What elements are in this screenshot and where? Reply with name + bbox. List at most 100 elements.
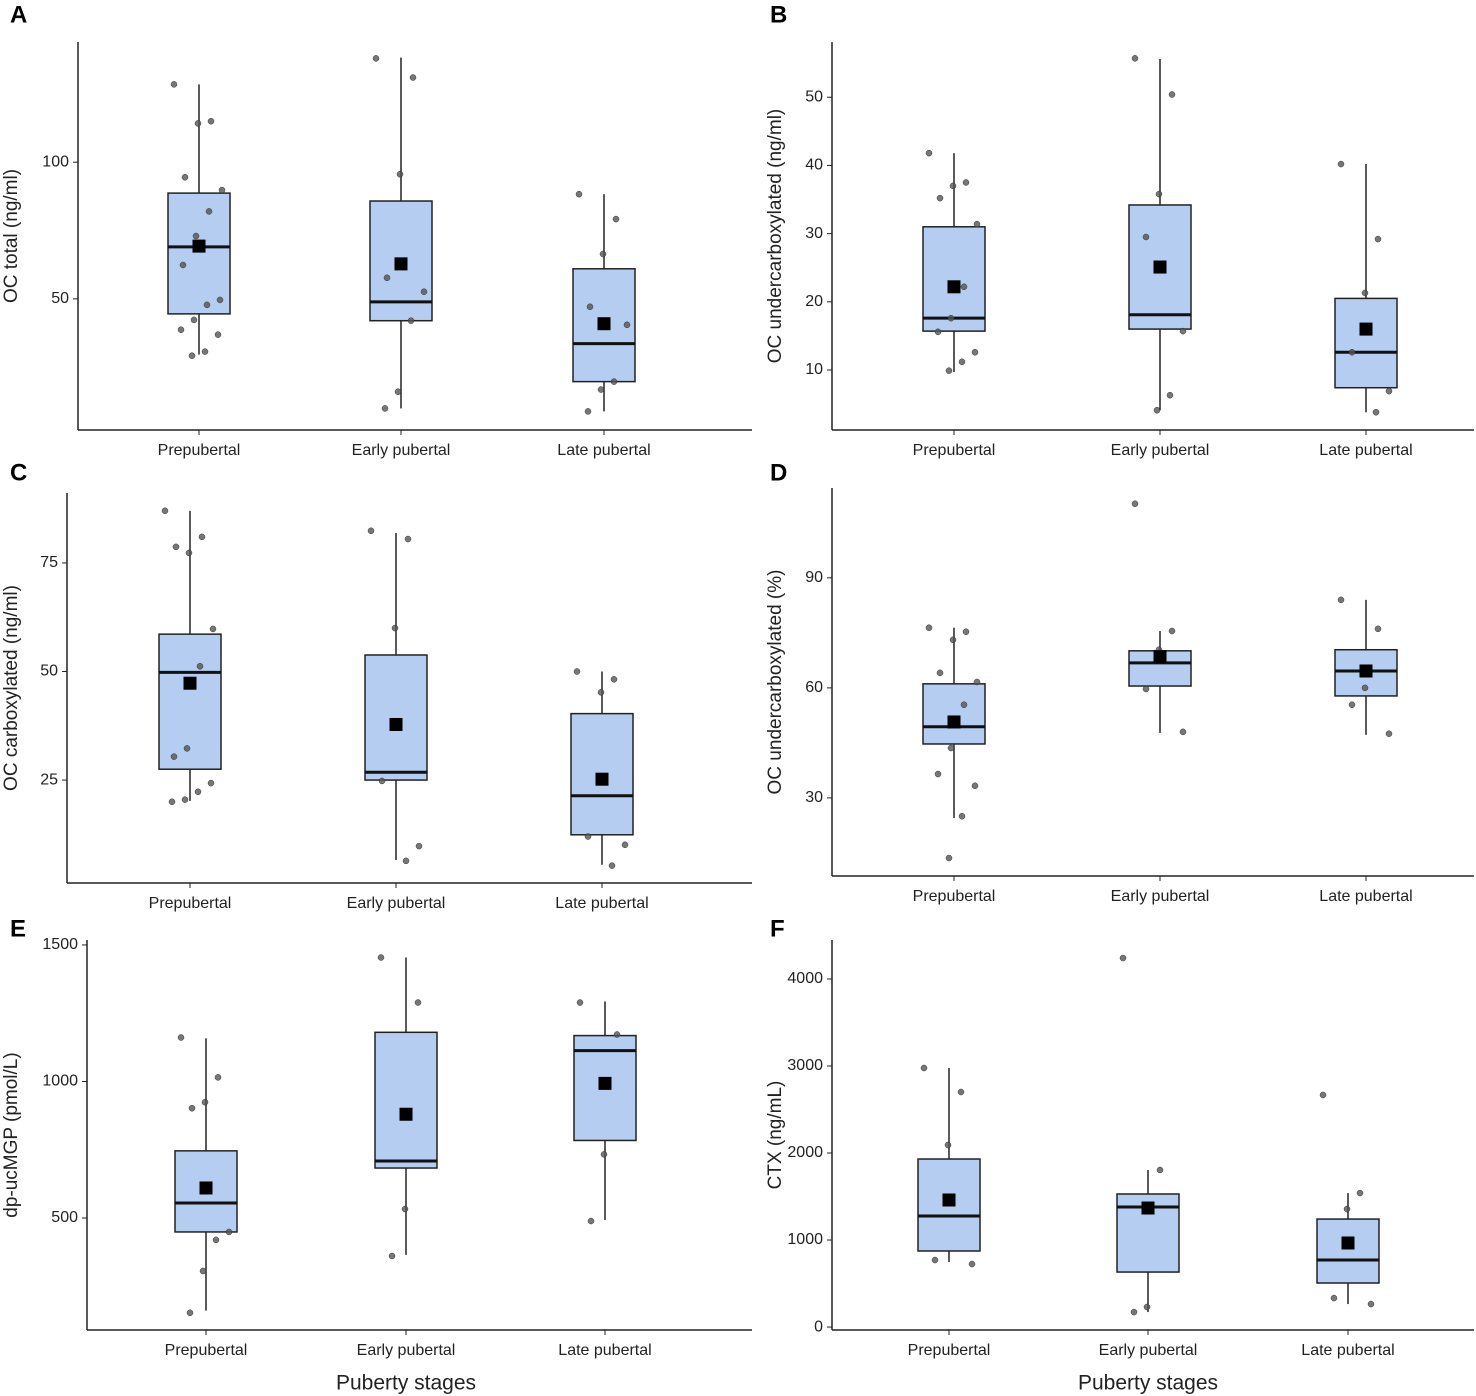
data-point [170, 753, 178, 760]
y-tick-label: 25 [40, 771, 58, 788]
data-point [1367, 1300, 1375, 1308]
data-point [183, 745, 191, 752]
mean [947, 280, 961, 294]
y-tick-label: 0 [814, 1318, 823, 1335]
data-point [407, 317, 415, 324]
y-axis-label: OC carboxylated (ng/ml) [1, 585, 22, 791]
data-point [1168, 627, 1176, 635]
data-point [391, 624, 399, 632]
y-tick-label: 50 [805, 88, 823, 105]
data-point [209, 625, 217, 633]
data-point [420, 288, 428, 295]
data-point [945, 367, 953, 374]
y-tick-label: 10 [805, 361, 823, 378]
mean [947, 715, 961, 729]
data-point [203, 301, 211, 309]
data-point [170, 81, 178, 88]
x-tick-label: Early pubertal [1111, 888, 1210, 905]
data-point [610, 676, 618, 683]
data-point [388, 1252, 396, 1260]
box [1334, 297, 1398, 389]
y-tick-label: 1000 [42, 1073, 78, 1090]
data-point [1361, 684, 1369, 692]
y-axis-label: OC undercarboxylated (ng/ml) [765, 109, 786, 364]
x-tick-label: Late pubertal [1319, 888, 1412, 905]
data-point [949, 182, 957, 190]
data-point [188, 1104, 196, 1112]
y-axis-label: dp-ucMGP (pmol/L) [1, 1052, 22, 1217]
data-point [1155, 190, 1163, 198]
data-point [597, 386, 605, 393]
data-point [1153, 406, 1161, 414]
x-tick-label: Late pubertal [555, 895, 648, 912]
data-point [207, 117, 215, 125]
panel-label: A [10, 1, 27, 28]
data-point [920, 1064, 928, 1072]
data-point [225, 1228, 233, 1236]
data-point [1119, 954, 1127, 962]
data-point [960, 283, 968, 291]
data-point [1142, 233, 1150, 241]
data-point [608, 862, 616, 869]
data-point [575, 190, 583, 198]
box [364, 654, 428, 781]
data-point [205, 208, 213, 215]
mean [1341, 1236, 1355, 1250]
data-point [612, 215, 620, 223]
y-tick-label: 60 [805, 679, 823, 696]
box [374, 1031, 438, 1169]
data-point [1343, 1205, 1351, 1213]
data-point [214, 1074, 222, 1081]
data-point [196, 663, 204, 670]
data-point [613, 1031, 621, 1038]
mean [389, 717, 403, 731]
mean [199, 1181, 213, 1195]
x-axis-label: Puberty stages [1078, 1372, 1218, 1395]
mean [183, 676, 197, 690]
mean [1153, 650, 1167, 664]
panel-label: E [10, 915, 26, 942]
data-point [947, 314, 955, 322]
y-tick-label: 3000 [787, 1057, 823, 1074]
data-point [415, 842, 423, 850]
data-point [584, 833, 592, 840]
data-point [1166, 391, 1174, 399]
data-point [1143, 1303, 1151, 1311]
panel-label: D [770, 459, 787, 486]
data-point [207, 779, 215, 787]
panel-label: F [770, 915, 785, 942]
data-point [599, 250, 607, 258]
data-point [199, 1267, 207, 1275]
data-point [1319, 1091, 1327, 1099]
y-axis-label: CTX (ng/mL) [765, 1081, 786, 1190]
y-axis-label: OC total (ng/ml) [1, 169, 22, 303]
box [158, 633, 222, 770]
data-point [931, 1256, 939, 1264]
box [167, 192, 231, 315]
data-point [1130, 1308, 1138, 1316]
box [922, 683, 986, 745]
box [922, 226, 986, 332]
data-point [372, 55, 380, 62]
data-point [194, 788, 202, 796]
data-point [962, 179, 970, 186]
x-tick-label: Prepubertal [165, 1342, 248, 1359]
data-point [172, 543, 180, 551]
y-tick-label: 50 [51, 290, 69, 307]
x-tick-label: Prepubertal [158, 442, 241, 459]
mean [595, 772, 609, 786]
y-tick-label: 100 [42, 153, 69, 170]
data-point [409, 74, 417, 81]
data-point [383, 274, 391, 282]
y-tick-label: 500 [51, 1209, 78, 1226]
data-point [934, 770, 942, 778]
data-point [1131, 55, 1139, 62]
y-tick-label: 4000 [787, 970, 823, 987]
box [1316, 1218, 1380, 1284]
mean [192, 239, 206, 253]
panel-label: B [770, 1, 787, 28]
data-point [610, 378, 618, 385]
mean [1141, 1201, 1155, 1215]
data-point [381, 405, 389, 412]
